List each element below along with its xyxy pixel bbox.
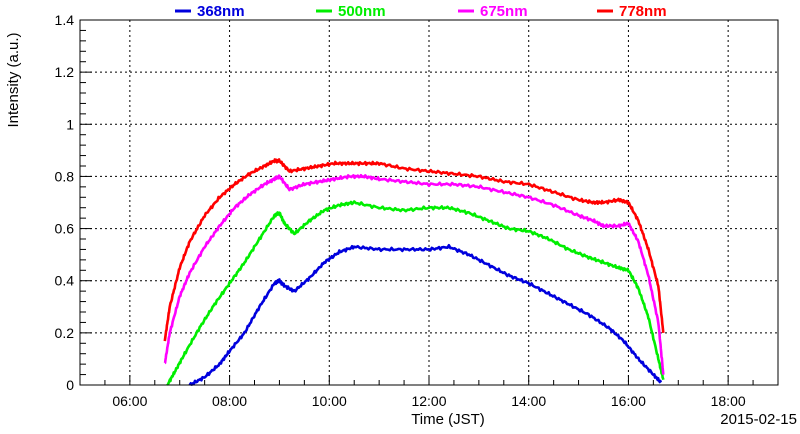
legend-label-778nm: 778nm (619, 3, 667, 20)
series-line-778nm (163, 158, 665, 342)
y-tick-label: 0.6 (55, 221, 75, 237)
y-tick-label: 0.4 (55, 273, 75, 289)
series-line-368nm (188, 244, 663, 386)
y-tick-label: 0.8 (55, 168, 75, 184)
date-label: 2015-02-15 (720, 411, 797, 428)
x-tick-label: 08:00 (212, 393, 247, 409)
x-tick-label: 18:00 (711, 393, 746, 409)
y-tick-label: 1.4 (55, 12, 75, 28)
x-tick-label: 12:00 (411, 393, 446, 409)
x-tick-label: 14:00 (511, 393, 546, 409)
y-tick-label: 1.2 (55, 64, 75, 80)
grid-lines (80, 20, 778, 385)
y-tick-label: 0.2 (55, 325, 75, 341)
x-tick-label: 06:00 (112, 393, 147, 409)
y-tick-label: 1 (66, 116, 74, 132)
y-tick-label: 0 (66, 377, 74, 393)
legend-label-500nm: 500nm (338, 3, 386, 20)
tick-labels: 06:00 08:00 10:00 12:00 14:00 16:00 18:00 0 0.2 0… (55, 12, 746, 409)
x-tick-label: 16:00 (611, 393, 646, 409)
series-lines (163, 158, 665, 386)
x-axis-title: Time (JST) (411, 411, 485, 428)
axis-ticks (79, 19, 779, 386)
y-axis-title: Intensity (a.u.) (5, 32, 22, 127)
x-tick-label: 10:00 (312, 393, 347, 409)
series-line-500nm (166, 200, 665, 386)
legend: 368nm 500nm 675nm 778nm (175, 3, 667, 20)
legend-label-368nm: 368nm (197, 3, 245, 20)
series-line-675nm (163, 173, 665, 375)
legend-label-675nm: 675nm (480, 3, 528, 20)
